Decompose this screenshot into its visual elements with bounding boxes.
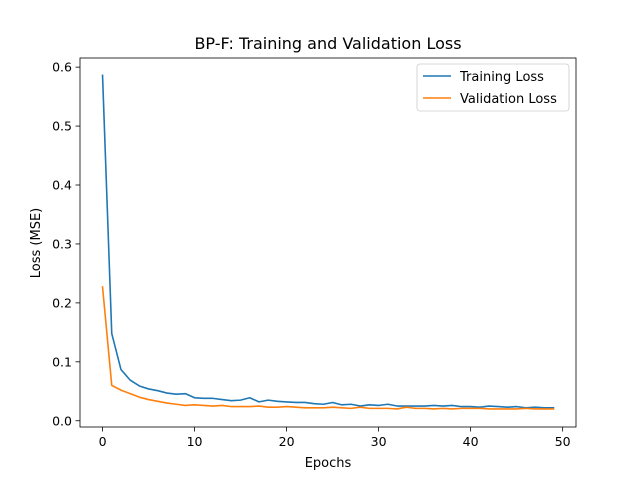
x-tick-label: 0 — [99, 434, 107, 449]
y-tick-label: 0.3 — [52, 236, 72, 251]
x-tick-label: 30 — [371, 434, 387, 449]
plot-area: 0 10 20 30 40 50 0.0 0.1 0.2 0.3 0.4 0.5 0.6 — [52, 57, 577, 449]
x-tick-label: 40 — [463, 434, 479, 449]
x-tick-label: 20 — [279, 434, 295, 449]
x-tick-label: 10 — [187, 434, 203, 449]
series-line-validation-loss — [101, 286, 555, 410]
y-tick-label: 0.6 — [52, 60, 72, 75]
x-axis-label: Epochs — [305, 456, 352, 471]
y-axis-label: Loss (MSE) — [29, 208, 44, 278]
y-tick-label: 0.1 — [52, 354, 72, 369]
legend-label: Training Loss — [459, 70, 544, 85]
chart-title: BP-F: Training and Validation Loss — [194, 34, 461, 53]
y-tick-label: 0.5 — [52, 119, 72, 134]
legend: Training Loss Validation Loss — [416, 63, 570, 112]
axes-frame — [79, 57, 577, 428]
legend-box — [416, 63, 570, 112]
y-tick-label: 0.0 — [52, 413, 72, 428]
y-tick-label: 0.2 — [52, 295, 72, 310]
series-line-training-loss — [101, 74, 555, 409]
legend-label: Validation Loss — [460, 92, 557, 107]
x-tick-label: 50 — [555, 434, 571, 449]
y-tick-label: 0.4 — [52, 178, 72, 193]
